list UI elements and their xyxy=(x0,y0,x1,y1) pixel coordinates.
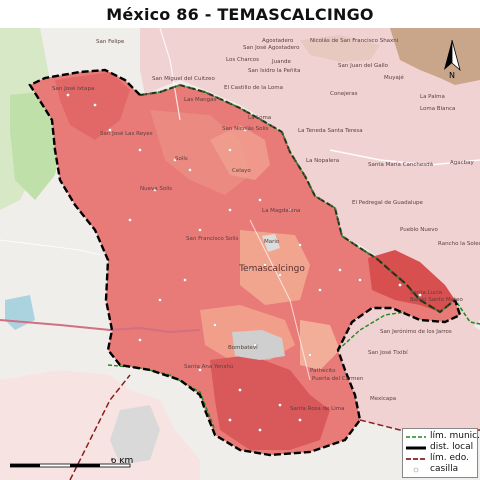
place-label: El Castillo de la Loma xyxy=(224,85,283,91)
place-label: La Palma xyxy=(420,94,445,100)
place-label: San José Las Reyes xyxy=(100,130,153,137)
place-label: San Miguel del Cuitzeo xyxy=(152,76,215,82)
place-label: Solís xyxy=(175,155,188,162)
place-label: Muyajé xyxy=(384,74,404,81)
district-zone-northwest xyxy=(55,72,130,140)
place-label: Puerta del Carmen xyxy=(312,376,364,382)
legend-label: lím. munic. xyxy=(430,431,480,441)
neighbor-south-east-area xyxy=(340,305,480,430)
district-zone-center xyxy=(240,230,310,305)
place-label: Mexicapa xyxy=(370,396,396,402)
dashed-green-line-icon xyxy=(406,435,426,438)
legend-label: dist. local xyxy=(430,442,474,452)
place-label: La Teneda Santa Teresa xyxy=(298,128,363,134)
place-label: La Nopalera xyxy=(306,158,339,164)
place-label: El Pedregal de Guadalupe xyxy=(352,200,424,206)
district-zone-north xyxy=(210,125,270,180)
place-label: La Loma xyxy=(248,115,271,121)
place-label: Pueblo Nuevo xyxy=(400,227,438,233)
place-label: Agacbay xyxy=(450,160,475,166)
urban-area-center xyxy=(262,234,280,252)
map-title: México 86 - TEMASCALCINGO xyxy=(106,4,374,24)
district-name-label: Temascalcingo xyxy=(238,264,305,274)
place-label: Santa María Canchesdá xyxy=(368,161,433,168)
north-arrow-icon: N xyxy=(444,39,461,80)
legend-item-state: lím. edo. xyxy=(406,453,469,464)
place-label: San José Tixibí xyxy=(368,349,408,356)
place-label: La Magdalena xyxy=(262,208,300,214)
place-label: Bombateví xyxy=(228,344,258,351)
place-label: Rancho la Soledad xyxy=(438,241,480,247)
casilla-markers xyxy=(66,93,422,432)
road-west-minor xyxy=(0,239,101,256)
urban-area-bombatevi xyxy=(232,330,285,360)
district-zone-solis xyxy=(150,110,250,195)
road-east xyxy=(329,149,480,166)
place-label: Nicolás de San Francisco Shaxni xyxy=(310,37,399,44)
white-dot-icon xyxy=(413,467,419,472)
municipal-boundary-east xyxy=(337,311,406,351)
place-label: San Nicolás Solís xyxy=(222,125,269,132)
legend-item-casilla: casilla xyxy=(406,464,458,475)
title-bar: México 86 - TEMASCALCINGO xyxy=(0,0,480,28)
urban-south-west xyxy=(110,405,160,465)
place-labels: San Felipe Agostadero San José Agostader… xyxy=(52,37,480,412)
brown-terrain xyxy=(390,28,480,85)
terrain-patch xyxy=(300,35,380,62)
place-label: Loma Blanca xyxy=(420,106,455,112)
place-label: Los Charcos xyxy=(226,57,259,63)
road-north xyxy=(159,28,181,121)
district-zone-santa-lucia xyxy=(368,250,455,312)
place-label: Santa Ana Yenshú xyxy=(184,363,233,370)
place-label: Pathecito xyxy=(310,368,336,374)
thick-black-line-icon xyxy=(406,446,426,449)
road-west xyxy=(0,319,201,334)
dashed-red-line-icon xyxy=(406,457,426,460)
map-canvas[interactable]: San Felipe Agostadero San José Agostader… xyxy=(0,28,480,480)
place-label: San Juan del Gallo xyxy=(338,63,389,69)
scale-label: 6 km xyxy=(111,458,134,466)
district-boundary xyxy=(28,68,462,457)
district-zone-santa-ana xyxy=(210,355,330,450)
place-label: Juande xyxy=(271,59,291,65)
place-label: San Francisco Solís xyxy=(186,235,238,242)
place-label: San Isidro la Peñita xyxy=(248,68,301,74)
district-boundary-north xyxy=(139,83,456,314)
legend-item-municipal: lím. munic. xyxy=(406,431,480,442)
place-label: Barrio Santo Mateo xyxy=(410,297,463,303)
scale-bar-graphic: 6 km xyxy=(9,456,134,468)
state-boundary-southwest xyxy=(69,374,131,480)
place-label: Agostadero xyxy=(262,38,294,44)
place-label: Santa Rosa de Lima xyxy=(290,406,345,412)
place-label: Santa Lucía xyxy=(410,289,442,296)
legend-label: lím. edo. xyxy=(430,453,469,463)
place-label: San José Ixtapa xyxy=(52,85,94,92)
road-south xyxy=(249,219,311,381)
place-label: San Jerónimo de los Jarros xyxy=(380,328,452,335)
scale-bar: 6 km xyxy=(9,456,135,476)
map-svg: San Felipe Agostadero San José Agostader… xyxy=(0,28,480,480)
place-label: Conejeras xyxy=(330,91,358,97)
north-arrow-label: N xyxy=(449,71,455,80)
place-label: Celayo xyxy=(232,168,251,174)
place-label: San José Agostadero xyxy=(243,44,300,51)
place-label: Mario xyxy=(264,239,280,245)
place-label: Las Mangas xyxy=(184,97,217,103)
legend-item-district: dist. local xyxy=(406,442,473,453)
district-zone-pathecito xyxy=(300,320,340,370)
map-legend: lím. munic. dist. local lím. edo. casill… xyxy=(402,428,480,478)
place-label: Nueva Solís xyxy=(140,185,172,192)
place-label: San Felipe xyxy=(96,39,125,45)
legend-label: casilla xyxy=(430,464,459,474)
